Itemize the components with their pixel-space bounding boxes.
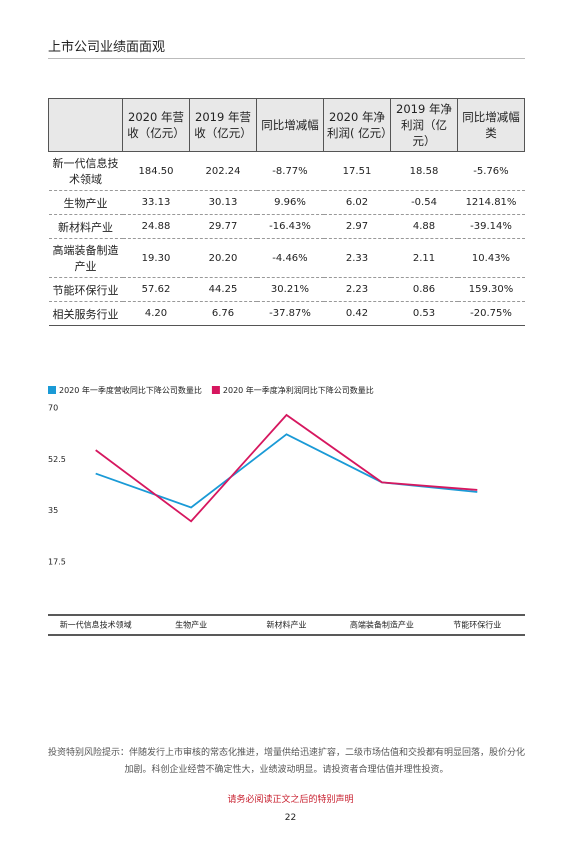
table-cell: -20.75% (457, 301, 525, 326)
table-cell: -16.43% (256, 214, 324, 239)
table-cell: 29.77 (189, 214, 257, 239)
table-cell: 44.25 (189, 277, 257, 302)
x-tick-label: 新材料产业 (267, 620, 307, 630)
table-row: 生物产业 33.13 30.13 9.96% 6.02 -0.54 1214.81% (48, 190, 525, 215)
table-cell: 新材料产业 (48, 214, 123, 239)
table-cell: 20.20 (189, 238, 257, 278)
table-cell: -37.87% (256, 301, 324, 326)
chart: 2020 年一季度营收同比下降公司数量比 2020 年一季度净利润同比下降公司数量… (48, 385, 525, 636)
table-cell: 2.23 (323, 277, 391, 302)
table-cell: 6.76 (189, 301, 257, 326)
table-row: 节能环保行业 57.62 44.25 30.21% 2.23 0.86 159.30% (48, 277, 525, 302)
y-tick-label: 35 (48, 506, 58, 515)
x-tick-label: 生物产业 (175, 620, 207, 630)
table-cell: 高端装备制造产业 (48, 238, 123, 278)
table-cell: 2.33 (323, 238, 391, 278)
x-tick-label: 新一代信息技术领域 (60, 620, 132, 630)
table-cell: 6.02 (323, 190, 391, 215)
table-cell: 0.42 (323, 301, 391, 326)
table-cell: -39.14% (457, 214, 525, 239)
table-header: 2020 年营收（亿元） 2019 年营收（亿元） 同比增减幅 2020 年净利润( … (48, 98, 525, 152)
table-row: 高端装备制造产业 19.30 20.20 -4.46% 2.33 2.11 10.43% (48, 238, 525, 278)
table-cell: 19.30 (122, 238, 190, 278)
table-cell: 0.53 (390, 301, 458, 326)
x-tick-label: 高端装备制造产业 (350, 620, 414, 630)
header-cell (48, 98, 123, 152)
header-cell: 2019 年营收（亿元） (189, 98, 257, 152)
table-row: 相关服务行业 4.20 6.76 -37.87% 0.42 0.53 -20.75% (48, 301, 525, 326)
header-cell: 2019 年净利润（亿元） (390, 98, 458, 152)
table-cell: 1214.81% (457, 190, 525, 215)
header-cell: 同比增减幅类 (457, 98, 525, 152)
table-cell: 新一代信息技术领域 (48, 151, 123, 191)
table-cell: 33.13 (122, 190, 190, 215)
notice: 请务必阅读正文之后的特别声明 (227, 795, 354, 805)
table-cell: 相关服务行业 (48, 301, 123, 326)
table-cell: 202.24 (189, 151, 257, 191)
page-number: 22 (284, 813, 297, 823)
table-cell: 18.58 (390, 151, 458, 191)
table-cell: 57.62 (122, 277, 190, 302)
legend-swatch (48, 386, 56, 394)
table-cell: 17.51 (323, 151, 391, 191)
legend-label: 2020 年一季度净利润同比下降公司数量比 (223, 385, 374, 395)
y-tick-label: 17.5 (48, 557, 66, 566)
table-cell: 10.43% (457, 238, 525, 278)
header-cell: 2020 年净利润( 亿元） (323, 98, 393, 152)
table-row: 新一代信息技术领域 184.50 202.24 -8.77% 17.51 18.58 -5.… (48, 151, 525, 191)
series-line (95, 413, 478, 523)
table-cell: 4.20 (122, 301, 190, 326)
table-cell: 2.97 (323, 214, 391, 239)
table-cell: 2.11 (390, 238, 458, 278)
table-cell: 159.30% (457, 277, 525, 302)
table-cell: -0.54 (390, 190, 458, 215)
table-cell: 184.50 (122, 151, 190, 191)
table-cell: -8.77% (256, 151, 324, 191)
table-cell: 30.21% (256, 277, 324, 302)
header-rule (48, 58, 525, 59)
risk-note: 投资特别风险提示：伴随发行上市审核的常态化推进，增量供给迅速扩容，二级市场估值和… (48, 748, 526, 775)
y-tick-label: 52.5 (48, 455, 66, 464)
table-cell: 24.88 (122, 214, 190, 239)
header-title: 上市公司业绩面面观 (48, 40, 166, 55)
header-cell: 同比增减幅 (256, 98, 324, 152)
table-cell: 9.96% (256, 190, 324, 215)
table-cell: 4.88 (390, 214, 458, 239)
table-cell: 生物产业 (48, 190, 123, 215)
legend-swatch (211, 386, 220, 394)
table-cell: 0.86 (390, 277, 458, 302)
table-cell: -5.76% (457, 151, 525, 191)
header-cell: 2020 年营收（亿元） (122, 98, 190, 152)
table-row: 新材料产业 24.88 29.77 -16.43% 2.97 4.88 -39.14% (48, 214, 525, 239)
table-cell: 节能环保行业 (48, 277, 123, 302)
y-tick-label: 70 (48, 404, 58, 413)
table-cell: -4.46% (256, 238, 324, 278)
series-line (95, 433, 478, 509)
data-table: 2020 年营收（亿元） 2019 年营收（亿元） 同比增减幅 2020 年净利润( … (48, 98, 525, 326)
legend-label: 2020 年一季度营收同比下降公司数量比 (59, 385, 202, 395)
table-cell: 30.13 (189, 190, 257, 215)
x-tick-label: 节能环保行业 (453, 620, 501, 630)
